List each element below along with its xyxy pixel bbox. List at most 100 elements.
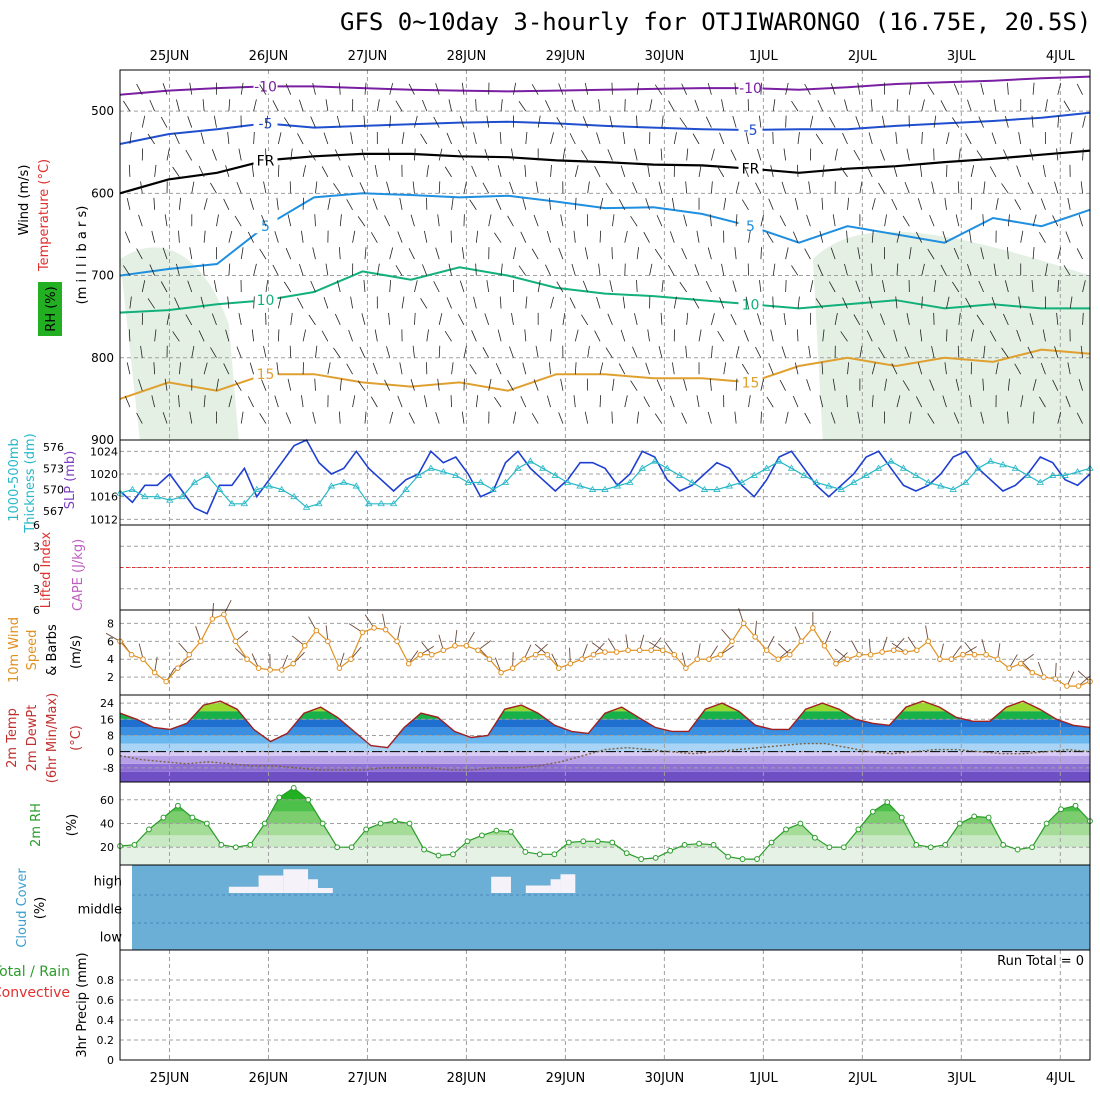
wind-barb: [384, 379, 391, 391]
wind-barb: [970, 165, 975, 177]
contour-label-bg: [738, 121, 763, 138]
wind-speed-point: [163, 678, 169, 685]
wind-barb: [645, 198, 650, 210]
contour-label: 15: [742, 375, 760, 391]
rh-point: [652, 854, 659, 861]
thickness-marker: [999, 461, 1007, 468]
wind-barb: [333, 347, 341, 359]
wind-barb: [792, 231, 799, 243]
wind-barb: [1004, 280, 1009, 293]
wind-barb: [607, 149, 613, 161]
y-tick-label-slp: 1016: [90, 491, 118, 504]
axis-label-degc: (°C): [69, 725, 84, 751]
wind-barb: [160, 281, 168, 293]
wind-barb: [414, 148, 416, 161]
wind-barb: [203, 395, 206, 408]
wind-barb: [1027, 182, 1034, 194]
thickness-marker: [675, 471, 684, 478]
rh-point: [725, 853, 731, 860]
wind-barb: [312, 411, 316, 424]
wind-barb: [1039, 232, 1046, 243]
wind-barb: [1031, 280, 1034, 293]
wind-barb: [535, 181, 539, 194]
wind-barb: [253, 263, 257, 276]
thickness-marker: [588, 485, 597, 492]
wind-barb: [336, 280, 341, 293]
wind-barb: [573, 395, 576, 408]
wind-barb: [622, 132, 626, 145]
wind-barb: [723, 362, 727, 375]
contour--5: [119, 111, 1091, 145]
wind-barb: [397, 231, 403, 243]
wind-barb: [473, 132, 477, 145]
wind-speed-point: [648, 647, 654, 654]
wind-barb: [325, 263, 329, 276]
axis-label-convective: Convective: [0, 985, 70, 1001]
wind-barb: [957, 345, 960, 358]
wind-barb: [444, 331, 452, 342]
wind-speed-point: [752, 634, 758, 640]
rh-point: [290, 785, 297, 791]
wind-barb: [178, 197, 181, 210]
thickness-marker: [166, 496, 174, 503]
wind-barb: [274, 395, 279, 408]
wind-barb: [632, 182, 638, 194]
wind-speed-point: [844, 656, 851, 663]
date-label-bottom: 27JUN: [348, 1071, 388, 1086]
wind-barb: [1032, 214, 1037, 227]
rh-point: [1072, 802, 1079, 809]
wind-barb: [842, 297, 848, 309]
wind-barb: [673, 296, 677, 309]
date-label-top: 25JUN: [150, 49, 190, 64]
wind-barb: [312, 82, 316, 95]
y-tick-label: 2: [107, 671, 114, 684]
wind-barb: [978, 280, 984, 293]
wind-barb: [817, 99, 824, 112]
wind-speed-point: [1052, 676, 1059, 682]
wind-barb: [236, 346, 242, 358]
thickness-marker: [1048, 471, 1057, 478]
wind-barb: [711, 345, 713, 358]
wind-barb: [463, 345, 467, 358]
wind-barb: [893, 329, 898, 342]
wind-barb: [594, 166, 601, 178]
contour-label-bg: [738, 295, 763, 312]
wind-barb: [414, 280, 418, 293]
wind-barb: [819, 230, 824, 243]
thickness-marker: [1036, 478, 1044, 485]
wind-barb: [450, 395, 452, 408]
wind-barb: [1052, 215, 1059, 227]
y-tick-label: 4: [107, 653, 114, 666]
wind-speed-point: [786, 651, 793, 658]
wind-barb: [225, 329, 230, 342]
wind-barb: [1078, 379, 1083, 391]
wind-barb: [166, 148, 170, 161]
wind-barb: [760, 82, 762, 95]
wind-speed-point: [1041, 674, 1047, 680]
wind-barb: [410, 379, 415, 391]
rh-point: [1029, 844, 1035, 851]
wind-barb: [338, 247, 341, 260]
rh-point: [565, 839, 572, 846]
wind-speed-point: [186, 651, 193, 658]
wind-barb: [287, 378, 292, 391]
y-tick-label-thickness: 576: [43, 441, 64, 454]
date-label-top: 29JUN: [546, 49, 586, 64]
wind-barb: [976, 314, 984, 326]
wind-barb: [213, 280, 217, 293]
y-tick-label: 600: [91, 186, 114, 200]
rh-point: [551, 851, 558, 858]
wind-barb: [1016, 165, 1022, 178]
wind-barb: [643, 231, 650, 243]
wind-barb: [965, 133, 972, 145]
wind-barb: [871, 198, 876, 210]
thickness-marker: [812, 478, 821, 485]
wind-barb: [830, 247, 836, 260]
wind-barb: [461, 411, 465, 424]
wind-speed-point: [879, 649, 885, 655]
wind-barb: [882, 280, 886, 293]
wind-barb: [228, 230, 233, 243]
wind-barb: [1020, 395, 1024, 408]
wind-barb: [277, 296, 282, 309]
thickness-marker: [377, 499, 385, 507]
